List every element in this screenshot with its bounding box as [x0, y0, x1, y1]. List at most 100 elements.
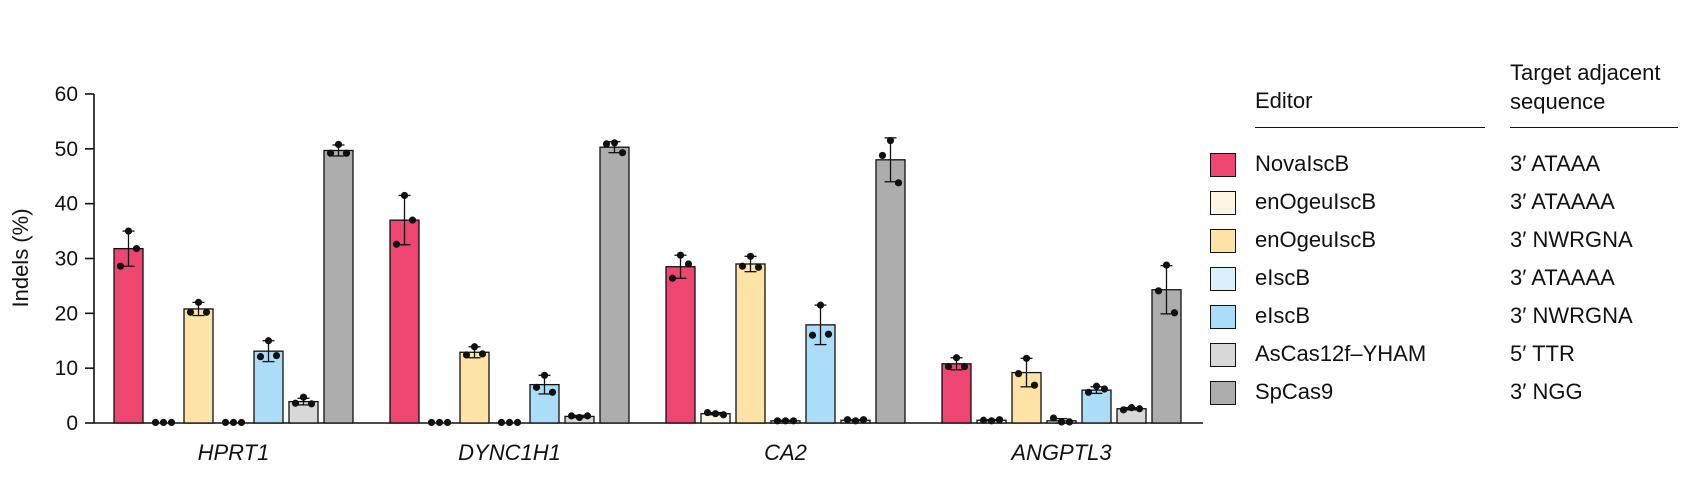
legend-rule: [1255, 127, 1485, 128]
legend-editor-name: eIscB: [1255, 265, 1311, 290]
legend-row: enOgeuIscB 3′ NWRGNA: [1210, 225, 1680, 255]
legend-editor-name: SpCas9: [1255, 379, 1334, 404]
bar: [875, 159, 906, 424]
data-point: [703, 408, 712, 417]
legend-row: enOgeuIscB 3′ ATAAAA: [1210, 187, 1680, 217]
legend-swatch: [1210, 153, 1236, 177]
data-point: [1014, 370, 1023, 378]
data-point: [676, 251, 685, 259]
legend-target-sequence: 3′ ATAAAA: [1510, 265, 1615, 290]
legend-row: eIscB 3′ ATAAAA: [1210, 263, 1680, 293]
y-tick-label: 30: [55, 248, 78, 271]
data-point: [392, 240, 401, 248]
data-point: [202, 308, 211, 316]
data-point: [264, 337, 273, 345]
x-category-label: CA2: [764, 440, 807, 465]
error-bars: [122, 137, 1173, 424]
data-point: [886, 137, 895, 145]
data-point: [1092, 382, 1101, 390]
y-tick-label: 20: [55, 302, 78, 325]
data-point: [668, 274, 677, 282]
legend-editor-name: AsCas12f–YHAM: [1255, 341, 1427, 366]
data-point: [746, 252, 755, 260]
data-point: [221, 418, 230, 427]
data-point: [548, 388, 557, 396]
data-point: [1127, 404, 1136, 412]
y-axis-label: Indels (%): [8, 208, 33, 307]
x-category-label: DYNC1H1: [458, 440, 561, 465]
bar: [941, 363, 972, 424]
data-point: [583, 412, 592, 420]
data-point: [1065, 418, 1074, 426]
bar: [599, 146, 630, 424]
data-point: [532, 383, 541, 391]
data-point: [773, 417, 782, 425]
data-point: [427, 418, 436, 427]
data-point: [1135, 405, 1144, 413]
bars: [113, 146, 1182, 424]
data-point: [1154, 287, 1163, 295]
data-point: [618, 149, 627, 157]
data-point: [602, 140, 611, 148]
data-point: [808, 331, 817, 339]
data-point: [435, 418, 444, 427]
data-point: [781, 417, 790, 425]
data-point: [1084, 388, 1093, 396]
data-point: [256, 353, 265, 361]
data-point: [307, 400, 316, 408]
legend-row: NovaIscB 3′ ATAAA: [1210, 149, 1680, 179]
data-point: [151, 418, 160, 427]
legend-swatch: [1210, 229, 1236, 253]
legend-target-sequence: 3′ ATAAA: [1510, 151, 1601, 176]
data-point: [400, 191, 409, 200]
data-point: [299, 393, 308, 401]
data-point: [843, 416, 852, 424]
legend-target-sequence: 5′ TTR: [1510, 341, 1575, 366]
legend-row: SpCas9 3′ NGG: [1210, 377, 1680, 407]
data-point: [291, 399, 300, 407]
legend-swatch: [1210, 305, 1236, 329]
data-point: [540, 371, 549, 379]
legend-editor-name: NovaIscB: [1255, 151, 1350, 176]
bar: [323, 149, 354, 424]
data-point: [894, 179, 903, 187]
data-point: [738, 262, 747, 270]
legend-swatch: [1210, 267, 1236, 291]
data-point: [237, 418, 246, 427]
data-point: [859, 416, 868, 424]
data-point: [505, 418, 514, 427]
y-tick-label: 50: [55, 138, 78, 161]
bar: [389, 219, 420, 424]
y-tick-label: 10: [55, 357, 78, 380]
data-point: [824, 330, 833, 338]
legend-heading-target: Target adjacent sequence: [1510, 60, 1661, 114]
data-point: [229, 418, 238, 427]
data-point: [1057, 418, 1066, 426]
data-point: [342, 149, 351, 157]
data-point: [1119, 406, 1128, 414]
data-point: [851, 417, 860, 425]
data-point: [334, 140, 343, 149]
legend-target-sequence: 3′ ATAAAA: [1510, 189, 1615, 214]
legend-editor-name: enOgeuIscB: [1255, 227, 1377, 252]
data-point: [567, 412, 576, 420]
bar: [735, 263, 766, 424]
y-tick-label: 0: [66, 412, 78, 435]
bar: [459, 351, 490, 424]
data-point: [1030, 381, 1039, 389]
data-point: [116, 262, 125, 270]
legend-editor-name: eIscB: [1255, 303, 1311, 328]
data-point: [326, 149, 335, 157]
data-point: [754, 263, 763, 271]
legend-target-sequence: 3′ NWRGNA: [1510, 227, 1633, 252]
legend-swatch: [1210, 381, 1236, 405]
data-point: [960, 362, 969, 371]
data-point: [684, 260, 693, 268]
legend-editor-name: enOgeuIscB: [1255, 189, 1377, 214]
x-category-label: ANGPTL3: [1009, 440, 1112, 465]
legend-rule: [1510, 127, 1678, 128]
bar: [113, 247, 144, 424]
data-point: [132, 245, 141, 253]
bar: [1081, 389, 1112, 424]
data-point: [995, 416, 1004, 424]
